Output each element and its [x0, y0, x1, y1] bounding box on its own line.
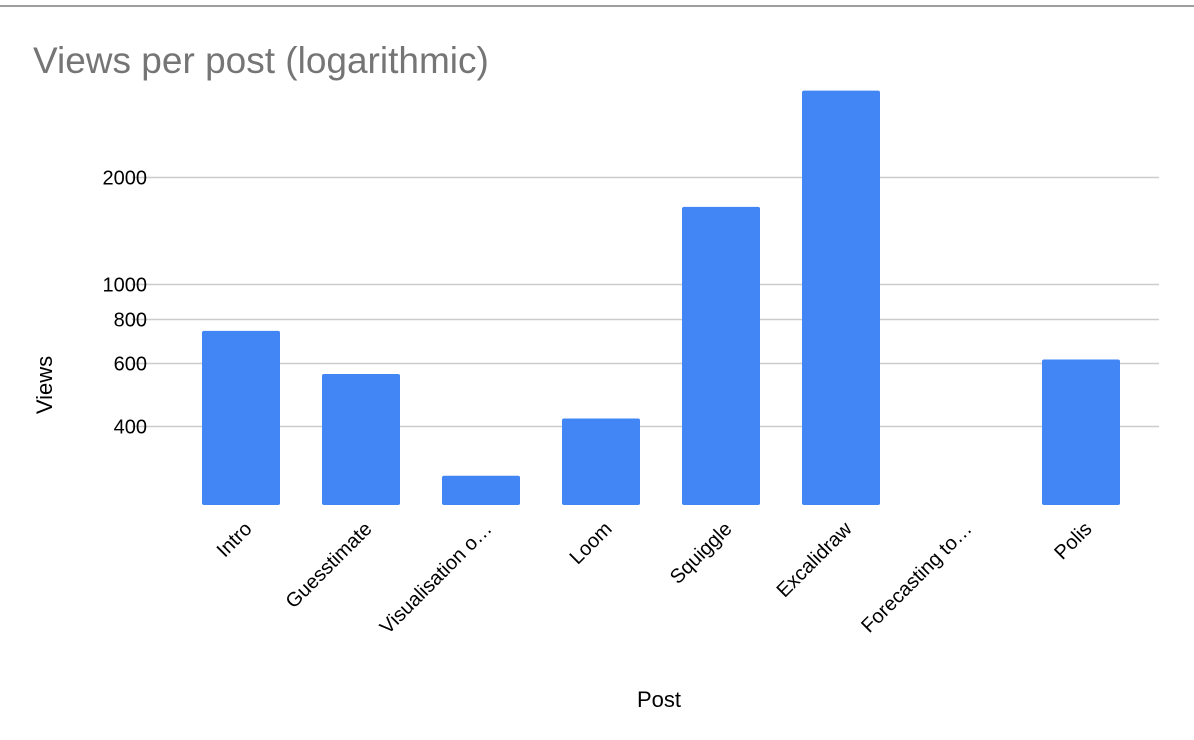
y-axis-title: Views: [32, 356, 57, 414]
x-tick-label: Guesstimate: [282, 518, 377, 613]
y-tick-label: 400: [114, 417, 147, 439]
x-tick-label: Polis: [1050, 518, 1096, 564]
bar-1: [202, 330, 280, 505]
x-tick-label: Loom: [566, 518, 617, 569]
top-border: [0, 5, 1194, 7]
y-axis-ticks: 400 600 800 1000 2000: [103, 168, 148, 439]
y-tick-label: 800: [114, 310, 147, 332]
bar-3: [442, 475, 520, 505]
y-tick-label: 1000: [103, 275, 148, 297]
y-tick-label: 2000: [103, 168, 148, 190]
x-tick-label: Excalidraw: [773, 518, 857, 602]
x-tick-label: Intro: [213, 518, 257, 562]
y-tick-label: 600: [114, 354, 147, 376]
bar-4: [562, 418, 640, 505]
x-tick-label: Forecasting to…: [857, 518, 976, 637]
x-tick-label: Visualisation o…: [376, 518, 497, 639]
x-tick-label: Squiggle: [666, 518, 737, 589]
bar-6: [802, 90, 880, 505]
chart-title: Views per post (logarithmic): [33, 40, 489, 81]
gridlines: [132, 176, 1159, 428]
bar-5: [682, 206, 760, 505]
x-axis-title: Post: [637, 687, 681, 712]
bar-2: [322, 373, 400, 505]
bars: [202, 90, 1120, 505]
bar-8: [1042, 359, 1120, 505]
x-axis-ticks: Intro Guesstimate Visualisation o… Loom Squi…: [213, 518, 1097, 639]
